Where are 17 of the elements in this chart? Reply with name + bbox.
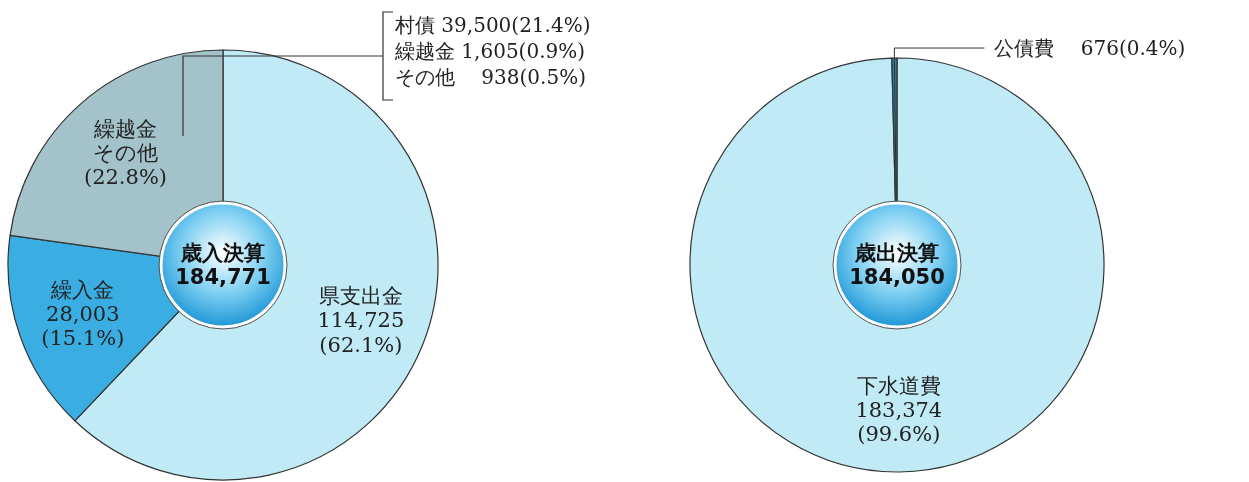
slice-label: 繰入金 bbox=[50, 278, 115, 303]
data-label: (22.8%) bbox=[83, 165, 168, 190]
slice-label: 県支出金 bbox=[318, 284, 403, 309]
text: 184,771 bbox=[175, 265, 271, 290]
text: 184,050 bbox=[849, 265, 945, 290]
text: 繰越金 1,605(0.9%) bbox=[394, 39, 586, 63]
pie-slice bbox=[689, 57, 1105, 473]
data-label: 183,374 (99.6%) bbox=[855, 397, 943, 446]
data-label: 114,725 (62.1%) bbox=[317, 308, 405, 357]
slice-label: 公債費 676(0.4%) bbox=[994, 36, 1186, 61]
slice-label: 繰越金その他 bbox=[93, 117, 158, 166]
data-label: 28,003 (15.1%) bbox=[41, 302, 125, 351]
slice-label: 下水道費 bbox=[856, 373, 941, 398]
text: 村債 39,500(21.4%) bbox=[394, 13, 591, 37]
text: その他 938(0.5%) bbox=[395, 65, 586, 89]
text: 歳入決算 bbox=[180, 241, 265, 266]
text: 歳出決算 bbox=[854, 241, 939, 266]
